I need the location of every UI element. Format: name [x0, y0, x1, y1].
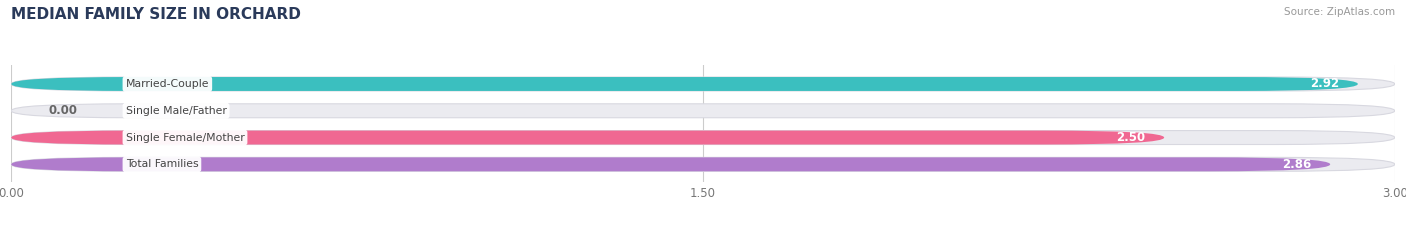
FancyBboxPatch shape	[11, 77, 1395, 91]
FancyBboxPatch shape	[11, 157, 1395, 171]
FancyBboxPatch shape	[11, 130, 1395, 144]
FancyBboxPatch shape	[11, 157, 1330, 171]
Text: Total Families: Total Families	[125, 159, 198, 169]
Text: 0.00: 0.00	[48, 104, 77, 117]
Text: MEDIAN FAMILY SIZE IN ORCHARD: MEDIAN FAMILY SIZE IN ORCHARD	[11, 7, 301, 22]
FancyBboxPatch shape	[11, 77, 1358, 91]
FancyBboxPatch shape	[11, 104, 1395, 118]
Text: Single Male/Father: Single Male/Father	[125, 106, 226, 116]
Text: Married-Couple: Married-Couple	[125, 79, 209, 89]
Text: Source: ZipAtlas.com: Source: ZipAtlas.com	[1284, 7, 1395, 17]
Text: 2.92: 2.92	[1310, 78, 1340, 90]
Text: 2.86: 2.86	[1282, 158, 1312, 171]
FancyBboxPatch shape	[11, 130, 1164, 144]
Text: Single Female/Mother: Single Female/Mother	[125, 133, 245, 143]
Text: 2.50: 2.50	[1116, 131, 1146, 144]
